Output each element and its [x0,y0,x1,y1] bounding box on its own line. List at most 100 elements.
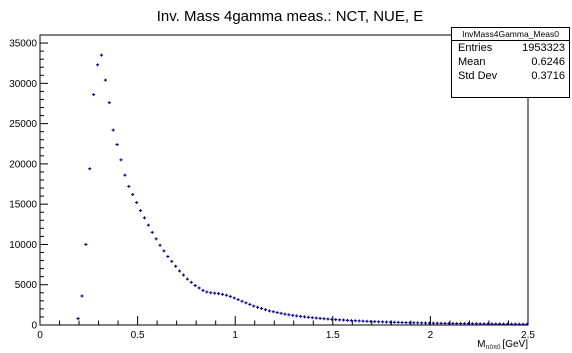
data-point [353,319,357,323]
data-point [459,322,463,326]
y-tick-label: 0 [31,321,37,332]
data-point [345,318,350,322]
data-point [490,322,494,326]
data-point [334,318,338,322]
data-point [338,318,342,322]
data-point [509,322,513,326]
data-point [451,321,455,325]
data-point [435,321,439,325]
data-point [138,209,143,213]
data-point [228,294,232,298]
data-point [103,78,107,82]
data-point [423,321,428,325]
data-point [486,322,490,326]
data-point [369,319,373,323]
stats-row-mean: Mean 0.6246 [452,55,569,69]
data-point [76,317,80,321]
data-point [252,304,256,308]
data-point [416,321,420,325]
data-point [377,320,381,324]
data-point [392,320,396,324]
data-point [455,322,459,326]
data-point [213,291,217,295]
stats-label: Std Dev [458,70,498,82]
data-point [263,308,268,312]
data-point [189,280,193,284]
data-point [408,321,412,325]
data-point [248,302,252,306]
data-point [381,320,385,324]
data-point [478,322,482,326]
x-axis-label-subscript: π0π0 [485,345,501,351]
x-tick-label: 2 [428,330,434,341]
x-tick-label: 2.5 [521,330,535,341]
data-point [498,322,502,326]
data-point [256,305,260,309]
data-point [244,301,248,305]
y-tick-label: 30000 [9,79,37,90]
data-point [84,242,88,246]
data-point [107,101,111,105]
data-point [111,128,115,132]
y-tick-label: 5000 [15,280,38,291]
data-point [314,316,318,320]
data-point [150,230,154,234]
data-point [232,296,236,300]
data-point [99,53,104,57]
data-point [154,237,158,241]
data-point [447,321,451,325]
data-point [318,316,322,320]
data-point [88,167,92,171]
stats-title: InvMass4Gamma_Meas0 [452,28,569,41]
data-point [220,292,225,296]
data-point [420,321,424,325]
data-point [224,293,228,297]
data-point [306,315,310,319]
data-point [197,286,201,290]
stats-box: InvMass4Gamma_Meas0 Entries 1953323 Mean… [451,27,570,98]
data-point [443,321,447,325]
stats-value: 0.6246 [531,56,565,68]
data-point [439,321,443,325]
data-point [267,309,271,313]
chart-title: Inv. Mass 4gamma meas.: NCT, NUE, E [157,8,423,25]
data-point [236,298,240,302]
y-tick-label: 10000 [9,240,37,251]
data-point [209,291,213,295]
data-point [474,322,478,326]
data-point [494,322,498,326]
data-point [462,322,467,326]
data-point [400,321,404,325]
x-axis-label-unit: [GeV] [502,339,528,350]
stats-label: Entries [458,42,493,54]
data-point [341,318,346,322]
data-point [388,320,392,324]
data-point [330,317,334,321]
stats-value: 1953323 [522,42,565,54]
data-point [482,322,486,326]
y-tick-label: 20000 [9,159,37,170]
data-point [322,317,326,321]
data-point [240,299,244,303]
stats-label: Mean [458,56,486,68]
data-point [275,311,279,315]
data-point [502,322,506,326]
data-point [299,314,303,318]
data-point [127,184,131,188]
data-point [135,201,139,205]
data-point [146,223,150,227]
data-point [357,319,361,323]
data-point [412,321,416,325]
data-point [201,288,205,292]
data-point [119,158,123,162]
data-point [142,216,146,220]
x-tick-label: 0 [37,330,43,341]
data-point [361,319,365,323]
data-point [349,319,353,323]
x-axis-label: Mπ0π0 [GeV] [477,339,528,351]
stats-value: 0.3716 [531,70,565,82]
data-point [178,269,182,273]
y-tick-label: 15000 [9,200,37,211]
data-point [279,311,283,315]
